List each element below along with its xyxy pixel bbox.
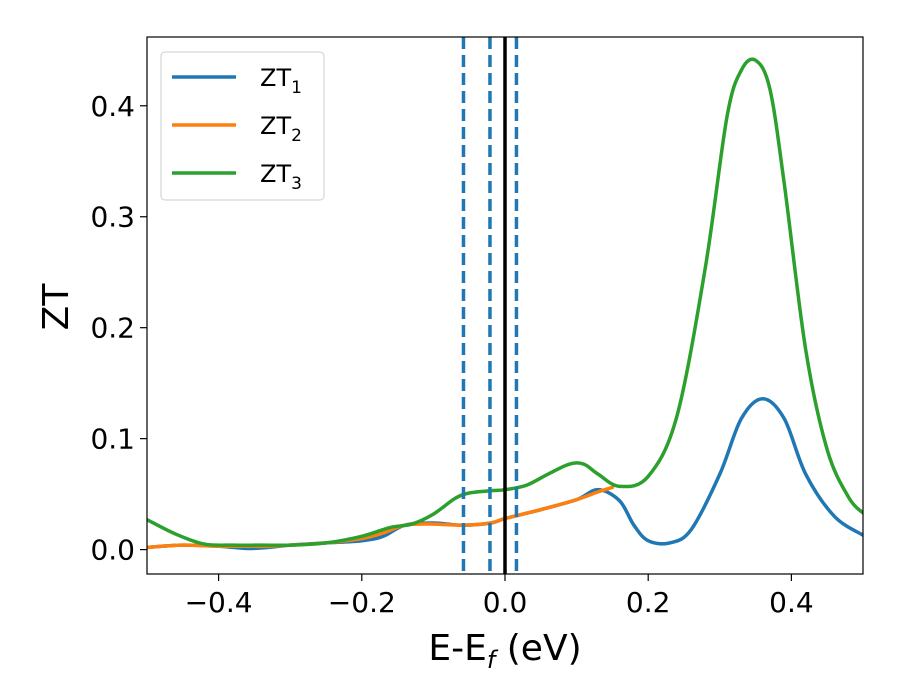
legend: ZT1 ZT2 ZT3: [160, 51, 325, 201]
x-tick-label: 0.2: [626, 586, 671, 619]
y-axis-title: ZT: [36, 283, 77, 331]
x-tick-label: 0.0: [483, 586, 528, 619]
series-line-3: [147, 57, 863, 548]
x-axis-title: E-Ef (eV): [428, 628, 581, 674]
y-tick-label: 0.2: [90, 312, 135, 345]
x-tick-label: −0.4: [185, 586, 253, 619]
y-tick-label: 0.0: [90, 534, 135, 567]
plot-area: [147, 37, 863, 574]
y-tick-label: 0.1: [90, 423, 135, 456]
legend-label-1: ZT1: [260, 64, 302, 98]
legend-label-2: ZT2: [260, 112, 302, 146]
y-tick-label: 0.4: [90, 90, 135, 123]
x-tick-label: −0.2: [328, 586, 396, 619]
x-axis: −0.4 −0.2 0.0 0.2 0.4: [185, 574, 814, 619]
legend-label-3: ZT3: [260, 160, 302, 194]
x-tick-label: 0.4: [769, 586, 814, 619]
y-tick-label: 0.3: [90, 201, 135, 234]
legend-box: [160, 51, 325, 201]
y-axis: 0.0 0.1 0.2 0.3 0.4: [90, 90, 147, 567]
